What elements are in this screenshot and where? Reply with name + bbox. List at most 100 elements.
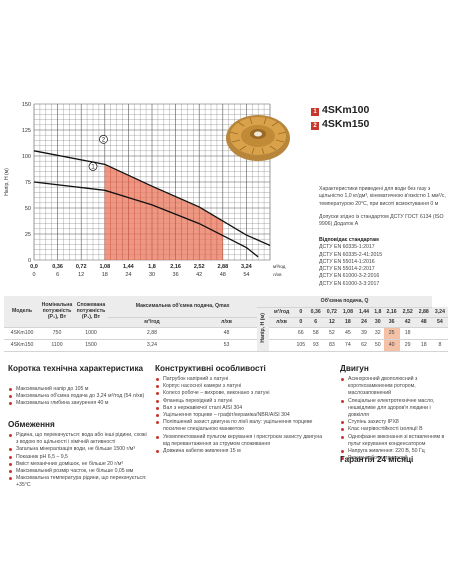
- col-flow: Об'ємна подача, Q: [257, 296, 432, 308]
- standard-5: ДСТУ EN 61000-3-2:2016: [319, 273, 380, 280]
- limits-title: Обмеження: [8, 420, 55, 429]
- model-2-name: 4SKm150: [322, 118, 370, 130]
- flow-l-2: 12: [323, 317, 340, 328]
- row1-h1: 58: [307, 327, 324, 340]
- table-row: 4SKm100 750 1000 2,88 48 66 58 52 45 39 …: [4, 327, 448, 340]
- list-item: Режим роботи: тривалий: [340, 455, 450, 462]
- flow-m3-5: 1,8: [372, 307, 384, 318]
- row1-spacer: [269, 327, 294, 340]
- x-tick-label: 0,0: [30, 264, 38, 270]
- flow-m3-4: 1,44: [355, 307, 373, 318]
- list-item: Поліпшений захист двигуна по лінії валу:…: [155, 419, 325, 433]
- specs-table: Модель Номінальна потужність (P₂), Вт Сп…: [4, 296, 448, 352]
- list-item: Максимальна глибина занурення 40 м: [8, 400, 148, 407]
- tolerance-note: Допуски згідно із стандартом ДСТУ ГОСТ 6…: [319, 214, 444, 228]
- list-item: Напруга живлення: 220 В, 50 Гц: [340, 448, 450, 455]
- flow-l-1: 6: [307, 317, 324, 328]
- curve-label-circle: [88, 162, 98, 171]
- row2-spacer: [269, 339, 294, 352]
- list-item: Патрубок напірний з латуні: [155, 376, 325, 383]
- standard-1: ДСТУ EN 60335-1:2017: [319, 244, 375, 251]
- warranty-label: Гарантія 24 місяці: [340, 455, 414, 464]
- flow-m3-8: 2,88: [415, 307, 432, 318]
- row2-h7: 29: [399, 339, 416, 352]
- flow-m3-9: 3,24: [431, 307, 448, 318]
- qmax-l-unit: л/хв: [195, 317, 258, 328]
- x-tick-label: 2,16: [170, 264, 181, 270]
- y-tick-label: 125: [22, 128, 31, 134]
- col-consumed: Спожевана потужність (P₁), Вт: [74, 296, 108, 328]
- flow-l-4: 24: [355, 317, 373, 328]
- head-label: Напір, Н (м): [257, 307, 270, 352]
- x-tick-label-l: 30: [149, 272, 155, 278]
- standards-title: Відповідає стандартам: [319, 237, 379, 243]
- x-tick-label: 1,08: [99, 264, 110, 270]
- description-note: Характеристики приведені для води без га…: [319, 186, 446, 207]
- list-item: Вміст механічних домішок, не більше 20 г…: [8, 461, 148, 468]
- y-tick-label: 100: [22, 154, 31, 160]
- x-tick-label: 3,24: [241, 264, 253, 270]
- flow-m3-1: 0,36: [307, 307, 324, 318]
- model-2-number: 2: [311, 122, 319, 130]
- list-item: Ущільнення торцеве – графіт/кераміка/NBR…: [155, 412, 325, 419]
- list-item: Колесо робоче – вихрове, виконано з лату…: [155, 390, 325, 397]
- list-item: Клас нагрівостійкості ізоляції B: [340, 426, 450, 433]
- design-list: Патрубок напірний з латуні Корпус насосн…: [155, 376, 325, 455]
- list-item: Спеціальне електротехнічне масло, нешкід…: [340, 398, 450, 420]
- row1-model: 4SKm100: [4, 327, 40, 340]
- row1-qm3: 2,88: [108, 327, 196, 340]
- row1-h3: 45: [339, 327, 356, 340]
- unit-l-label: л/хв: [269, 317, 294, 328]
- list-item: Вал з нержавіючої сталі AISI 304: [155, 405, 325, 412]
- row2-h2: 83: [323, 339, 340, 352]
- row2-p1: 1500: [74, 339, 108, 352]
- qmax-m3-unit: м³/год: [108, 317, 196, 328]
- list-item: Загальна мінералізація води, не більше 1…: [8, 446, 148, 453]
- x-unit-l: л/хв: [273, 272, 282, 277]
- design-title: Конструктивні особливості: [155, 364, 266, 373]
- flow-m3-2: 0,72: [323, 307, 340, 318]
- row2-h1: 93: [307, 339, 324, 352]
- model-1-name: 4SKm100: [322, 104, 370, 116]
- series-line-1: [33, 181, 259, 258]
- row2-h0: 105: [293, 339, 308, 352]
- y-axis-label: Напір, H (м): [4, 168, 10, 196]
- row2-qm3: 3,24: [108, 339, 196, 352]
- row2-ql: 53: [195, 339, 258, 352]
- list-item: Корпус насосної камери з латуні: [155, 383, 325, 390]
- row2-h3: 74: [339, 339, 356, 352]
- row1-h4: 39: [355, 327, 373, 340]
- row1-h8: [415, 327, 432, 340]
- standard-3: ДСТУ EN 55014-1:2016: [319, 258, 375, 265]
- row2-h4: 62: [355, 339, 373, 352]
- col-model: Модель: [4, 296, 40, 328]
- flow-l-5: 30: [372, 317, 384, 328]
- standards-block: Відповідає стандартам ДСТУ EN 60335-1:20…: [319, 237, 449, 288]
- list-item: Максимальна температура рідини, що перек…: [8, 475, 148, 489]
- row1-h9: [431, 327, 448, 340]
- flow-l-6: 36: [383, 317, 400, 328]
- motor-list: Асинхронний двополюсний з короткозамкнен…: [340, 376, 450, 462]
- motor-title: Двигун: [340, 364, 369, 373]
- x-unit-m3: м³/год: [273, 264, 286, 269]
- row1-h0: 66: [293, 327, 308, 340]
- row1-h5: 32: [372, 327, 384, 340]
- x-tick-label: 1,8: [148, 264, 156, 270]
- standard-2: ДСТУ EN 60335-2-41:2015: [319, 251, 383, 258]
- x-tick-label-l: 12: [78, 272, 84, 278]
- y-tick-label: 75: [25, 180, 31, 186]
- list-item: Максимальний напір до 105 м: [8, 386, 148, 393]
- table-row: 4SKm150 1100 1500 3,24 53 105 93 83 74 6…: [4, 339, 448, 352]
- x-tick-label-l: 36: [173, 272, 179, 278]
- list-item: Максимальний розмір часток, не більше 0,…: [8, 468, 148, 475]
- flow-m3-3: 1,08: [339, 307, 356, 318]
- head-label-text: Напір, Н (м): [260, 313, 267, 343]
- standard-6: ДСТУ EN 61000-3-3:2017: [319, 280, 380, 287]
- x-tick-label: 2,88: [217, 264, 228, 270]
- row1-ql: 48: [195, 327, 258, 340]
- flow-m3-0: 0: [293, 307, 308, 318]
- x-tick-label: 0,36: [52, 264, 63, 270]
- row2-model: 4SKm150: [4, 339, 40, 352]
- flow-l-7: 42: [399, 317, 416, 328]
- brief-title: Коротка технічна характеристика: [8, 364, 144, 373]
